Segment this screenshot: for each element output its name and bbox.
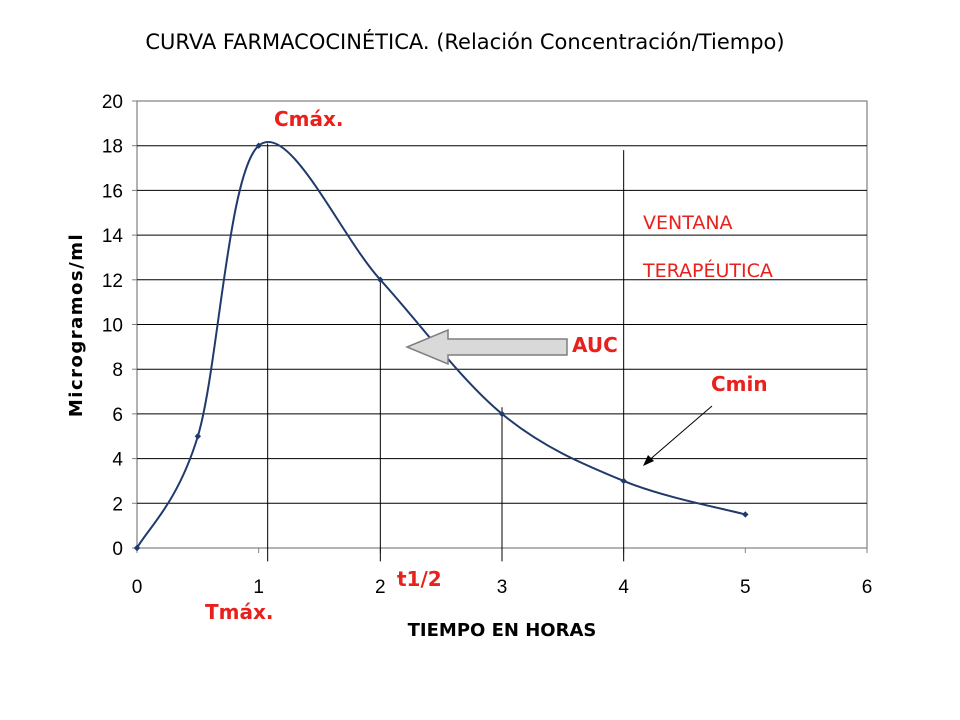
x-tick-label: 3 — [497, 577, 508, 598]
cmin-label: Cmin — [711, 372, 768, 396]
chart-title: CURVA FARMACOCINÉTICA. (Relación Concent… — [145, 29, 784, 54]
x-axis-title: TIEMPO EN HORAS — [408, 620, 597, 641]
y-tick-label: 18 — [102, 137, 123, 158]
y-tick-label: 14 — [102, 226, 124, 247]
data-point — [377, 276, 384, 283]
x-tick-label: 0 — [132, 577, 143, 598]
data-point — [742, 511, 749, 518]
guide-lines — [267, 143, 625, 562]
tmax-label: Tmáx. — [205, 600, 273, 624]
data-point — [194, 433, 202, 440]
data-point — [498, 410, 506, 418]
y-tick-label: 6 — [112, 405, 123, 426]
y-tick-label: 8 — [112, 360, 123, 381]
y-tick-label: 20 — [102, 92, 123, 113]
x-tick-label: 1 — [253, 577, 264, 598]
y-tick-label: 16 — [102, 181, 123, 202]
data-point — [255, 142, 262, 149]
y-tick-label: 0 — [112, 539, 123, 560]
concentration-curve — [136, 141, 746, 549]
ventana-label-line1: VENTANA — [643, 212, 733, 234]
cmin-pointer-arrowhead-icon — [643, 455, 654, 466]
y-tick-label: 2 — [112, 494, 123, 515]
y-axis-ticks: 0 2 4 6 8 10 12 14 16 18 20 — [102, 92, 137, 560]
cmin-pointer-line — [646, 405, 713, 463]
x-tick-label: 2 — [375, 577, 386, 598]
t-half-label: t1/2 — [397, 567, 442, 591]
y-axis-title: Microgramos/ml — [66, 233, 87, 417]
y-tick-label: 4 — [112, 450, 123, 471]
ventana-label-line2: TERAPÉUTICA — [642, 259, 773, 282]
data-point — [620, 477, 627, 485]
cmax-label: Cmáx. — [274, 107, 344, 131]
auc-label: AUC — [572, 333, 618, 357]
grid-lines — [137, 145, 867, 504]
auc-arrow-icon — [405, 328, 568, 366]
x-tick-label: 5 — [740, 577, 751, 598]
x-tick-label: 6 — [862, 577, 873, 598]
x-tick-label: 4 — [618, 577, 629, 598]
data-point — [133, 544, 141, 552]
data-points — [133, 142, 749, 552]
y-tick-label: 10 — [102, 316, 123, 337]
y-tick-label: 12 — [102, 271, 123, 292]
